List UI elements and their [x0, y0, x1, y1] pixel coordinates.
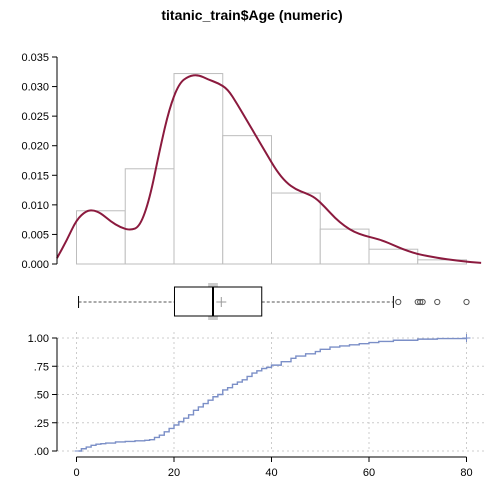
histogram-bar: [271, 192, 321, 265]
histogram-panel: 0.000 0.005 0.010 0.015 0.020 0.025 0.030 0.035: [21, 52, 482, 271]
density-curve: [56, 74, 482, 264]
ecdf-step-line: [78, 337, 468, 452]
histogram-bar: [173, 73, 224, 265]
x-tick-label: 60: [363, 467, 375, 479]
histogram-bar: [222, 135, 272, 265]
histogram-y-tick-label: 0.015: [21, 170, 49, 182]
x-tick-label: 20: [168, 467, 180, 479]
outlier-point: [419, 298, 426, 306]
ecdf-panel: .00 .25 .50 .75 1.00 0 20 40 60 80: [28, 332, 486, 479]
outlier-point: [463, 298, 470, 306]
histogram-y-tick-label: 0.025: [21, 111, 49, 123]
outlier-point: [395, 298, 402, 306]
histogram-bar: [368, 248, 419, 265]
ecdf-y-tick-label: .50: [34, 390, 49, 402]
histogram-bar: [76, 210, 126, 265]
chart-title: titanic_train$Age (numeric): [161, 7, 342, 23]
histogram-y-tick-label: 0.000: [21, 259, 49, 271]
histogram-y-tick-label: 0.035: [21, 52, 49, 64]
histogram-y-tick-label: 0.020: [21, 141, 49, 153]
x-tick-label: 40: [265, 467, 277, 479]
boxplot-panel: [78, 283, 470, 320]
x-tick-label: 80: [460, 467, 472, 479]
ecdf-y-tick-label: 1.00: [28, 333, 49, 345]
outlier-point: [434, 298, 441, 306]
x-tick-label: 0: [73, 467, 79, 479]
outlier-point: [417, 298, 424, 306]
histogram-y-tick-label: 0.030: [21, 82, 49, 94]
histogram-bar: [124, 168, 175, 265]
ecdf-y-tick-label: .75: [34, 361, 49, 373]
histogram-y-tick-label: 0.010: [21, 200, 49, 212]
ecdf-y-tick-label: .00: [34, 446, 49, 458]
ecdf-y-tick-label: .25: [34, 418, 49, 430]
histogram-y-tick-label: 0.005: [21, 229, 49, 241]
